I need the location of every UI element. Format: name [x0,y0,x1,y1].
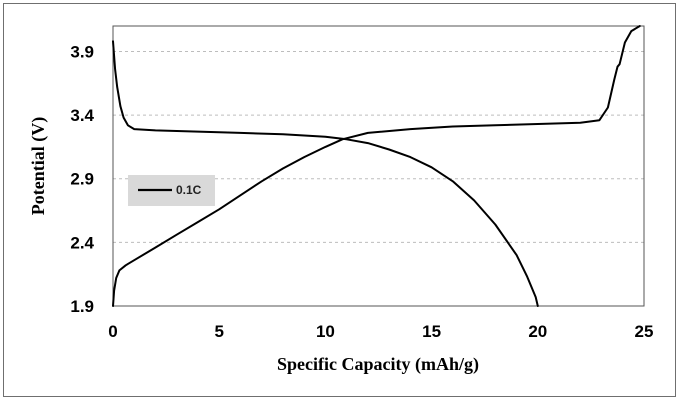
y-tick-label: 3.4 [70,106,94,125]
x-axis-ticks: 0 5 10 15 20 25 [108,322,653,341]
x-tick-label: 25 [635,322,654,341]
x-tick-label: 5 [214,322,223,341]
y-tick-label: 2.9 [70,170,94,189]
series-layer [112,25,641,307]
legend-label: 0.1C [176,183,202,197]
y-axis-title: Potential (V) [28,117,49,215]
x-tick-label: 0 [108,322,117,341]
y-tick-label: 3.9 [70,42,94,61]
x-tick-label: 15 [422,322,441,341]
x-tick-label: 20 [528,322,547,341]
y-tick-label: 1.9 [70,297,94,316]
x-axis-title: Specific Capacity (mAh/g) [277,354,479,375]
y-tick-label: 2.4 [70,233,94,252]
y-axis-ticks: 1.9 2.4 2.9 3.4 3.9 [70,42,94,316]
plot-area-border [112,25,645,307]
series-line-discharge [112,40,539,307]
legend: 0.1C [128,175,215,206]
series-line-charge [112,25,641,307]
x-tick-label: 10 [316,322,335,341]
grid-lines [113,50,644,243]
